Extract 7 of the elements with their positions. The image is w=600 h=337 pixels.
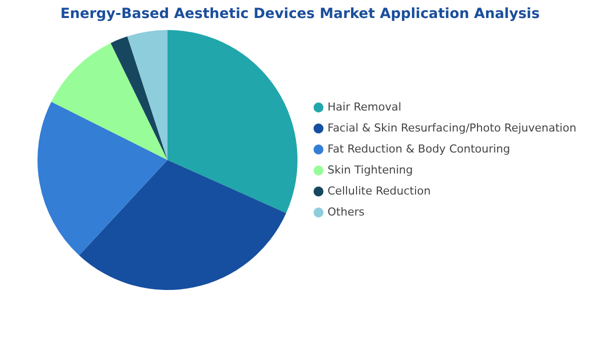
- legend-label: Others: [328, 205, 365, 218]
- legend-label: Facial & Skin Resurfacing/Photo Rejuvenation: [328, 121, 576, 134]
- legend-label: Fat Reduction & Body Contouring: [328, 142, 510, 156]
- chart-title: Energy-Based Aesthetic Devices Market Application Analysis: [59, 6, 541, 22]
- legend-label: Skin Tightening: [328, 163, 413, 176]
- legend-label: Cellulite Reduction: [328, 184, 431, 198]
- legend-label: Hair Removal: [328, 100, 402, 114]
